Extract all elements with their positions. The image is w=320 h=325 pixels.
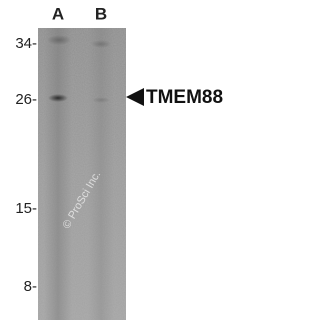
page: A B 34- 26- 15- 8- TMEM88 © ProSci Inc. … bbox=[15, 4, 224, 320]
band bbox=[47, 35, 71, 45]
target-label: TMEM88 bbox=[146, 87, 223, 108]
band-target bbox=[48, 94, 68, 102]
marker-label: 15- bbox=[15, 200, 37, 217]
band bbox=[92, 97, 110, 103]
marker-label: 8- bbox=[24, 278, 37, 295]
lane-label: A bbox=[52, 4, 64, 23]
marker-label: 34- bbox=[15, 35, 37, 52]
lane-label: B bbox=[95, 4, 107, 23]
lane-a-smear bbox=[44, 28, 72, 320]
marker-label: 26- bbox=[15, 91, 37, 108]
western-blot-figure: A B 34- 26- 15- 8- TMEM88 © ProSci Inc. bbox=[15, 4, 223, 320]
lane-b-smear bbox=[88, 28, 114, 320]
target-arrow bbox=[126, 88, 144, 106]
band bbox=[91, 40, 111, 48]
